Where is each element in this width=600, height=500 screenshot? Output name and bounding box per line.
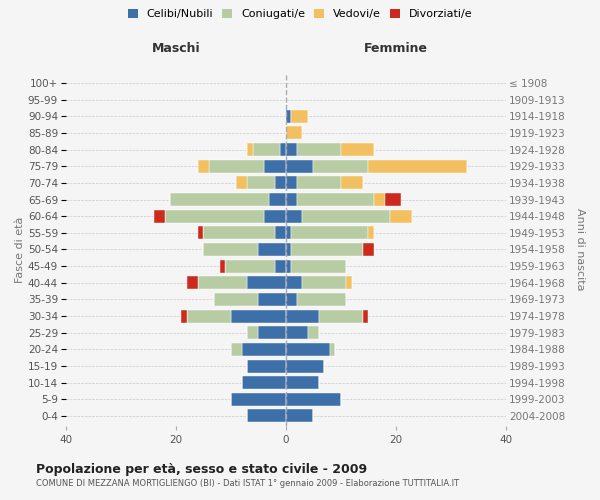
Bar (247, 360, 286, 372)
Text: Popolazione per età, sesso e stato civile - 2009: Popolazione per età, sesso e stato civil… (36, 462, 367, 475)
Bar (242, 376, 286, 389)
Bar (292, 243, 363, 256)
Bar (220, 260, 225, 272)
Bar (286, 210, 302, 222)
Bar (286, 176, 297, 190)
Bar (319, 310, 363, 322)
Bar (181, 310, 187, 322)
Bar (154, 210, 165, 222)
Text: COMUNE DI MEZZANA MORTIGLIENGO (BI) - Dati ISTAT 1° gennaio 2009 - Elaborazione : COMUNE DI MEZZANA MORTIGLIENGO (BI) - Da… (36, 479, 459, 488)
Bar (214, 293, 259, 306)
Bar (247, 176, 275, 190)
Bar (286, 326, 308, 339)
Bar (209, 160, 264, 172)
Bar (280, 143, 286, 156)
Bar (247, 326, 259, 339)
Bar (247, 143, 253, 156)
Bar (275, 226, 286, 239)
Bar (203, 226, 275, 239)
Bar (292, 110, 308, 123)
Bar (269, 193, 286, 206)
Bar (275, 176, 286, 190)
Bar (292, 226, 368, 239)
Bar (297, 143, 341, 156)
Text: Maschi: Maschi (151, 42, 200, 54)
Bar (330, 343, 335, 356)
Bar (242, 343, 286, 356)
Bar (247, 276, 286, 289)
Bar (247, 410, 286, 422)
Bar (286, 276, 302, 289)
Bar (297, 193, 374, 206)
Bar (286, 410, 313, 422)
Legend: Celibi/Nubili, Coniugati/e, Vedovi/e, Divorziati/e: Celibi/Nubili, Coniugati/e, Vedovi/e, Di… (124, 6, 476, 22)
Bar (286, 393, 341, 406)
Bar (231, 393, 286, 406)
Bar (308, 326, 319, 339)
Y-axis label: Fasce di età: Fasce di età (15, 216, 25, 282)
Bar (341, 176, 363, 190)
Bar (302, 276, 346, 289)
Bar (363, 310, 368, 322)
Bar (286, 360, 325, 372)
Bar (286, 260, 292, 272)
Bar (346, 276, 352, 289)
Bar (236, 176, 247, 190)
Bar (341, 143, 374, 156)
Bar (374, 193, 385, 206)
Bar (187, 310, 231, 322)
Bar (286, 110, 292, 123)
Bar (302, 210, 391, 222)
Bar (259, 243, 286, 256)
Bar (170, 193, 269, 206)
Bar (225, 260, 275, 272)
Bar (368, 160, 467, 172)
Bar (259, 326, 286, 339)
Bar (313, 160, 368, 172)
Bar (198, 160, 209, 172)
Bar (286, 226, 292, 239)
Bar (286, 143, 297, 156)
Bar (297, 293, 346, 306)
Bar (292, 260, 346, 272)
Bar (286, 376, 319, 389)
Bar (264, 160, 286, 172)
Bar (165, 210, 264, 222)
Bar (231, 343, 242, 356)
Bar (286, 310, 319, 322)
Bar (253, 143, 280, 156)
Y-axis label: Anni di nascita: Anni di nascita (575, 208, 585, 290)
Bar (275, 260, 286, 272)
Bar (187, 276, 198, 289)
Bar (231, 310, 286, 322)
Bar (286, 126, 302, 140)
Bar (368, 226, 374, 239)
Bar (286, 343, 330, 356)
Bar (198, 226, 203, 239)
Bar (297, 176, 341, 190)
Bar (203, 243, 259, 256)
Bar (264, 210, 286, 222)
Bar (286, 160, 313, 172)
Bar (286, 243, 292, 256)
Bar (286, 193, 297, 206)
Text: Femmine: Femmine (364, 42, 428, 54)
Bar (198, 276, 247, 289)
Bar (286, 293, 297, 306)
Bar (259, 293, 286, 306)
Bar (391, 210, 412, 222)
Bar (363, 243, 374, 256)
Bar (385, 193, 401, 206)
